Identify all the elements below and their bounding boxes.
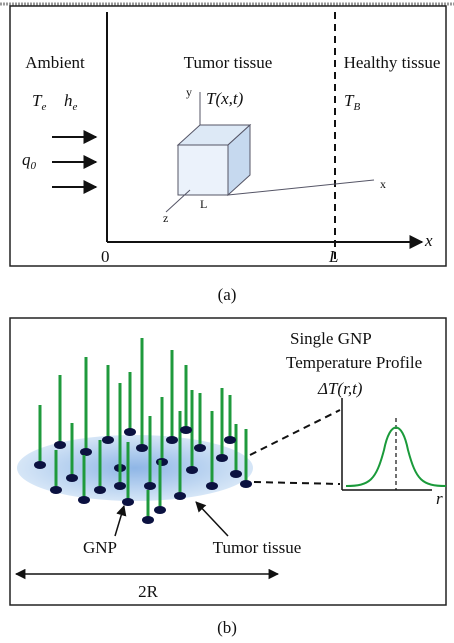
region-label: Ambient [25, 53, 85, 72]
gnp [154, 506, 166, 514]
panel-title: Single GNP [290, 329, 372, 348]
gnp [206, 482, 218, 490]
gnp [142, 516, 154, 524]
caption: (a) [218, 285, 237, 304]
gnp [156, 458, 168, 466]
gnp [124, 428, 136, 436]
gnp [174, 492, 186, 500]
dimension-label: 2R [138, 582, 159, 601]
gnp [94, 486, 106, 494]
cube-axis-label: x [380, 177, 386, 191]
gnp [66, 474, 78, 482]
profile-curve [345, 426, 447, 487]
region-label: Tumor tissue [184, 53, 273, 72]
gnp [78, 496, 90, 504]
pointer [195, 501, 229, 537]
panel-b-frame [9, 317, 447, 606]
label: Tumor tissue [213, 538, 302, 557]
gnp [80, 448, 92, 456]
gnp [166, 436, 178, 444]
gnp [180, 426, 192, 434]
symbol: T(x,t) [206, 89, 244, 108]
pointer [114, 504, 127, 537]
cube [165, 92, 375, 213]
gnp [114, 482, 126, 490]
gnp [50, 486, 62, 494]
gnp [144, 482, 156, 490]
gnp [34, 461, 46, 469]
gnp [122, 498, 134, 506]
gnp [186, 466, 198, 474]
gnp [54, 441, 66, 449]
length-label: L [328, 247, 338, 266]
symbol: Te [32, 91, 46, 113]
symbol: TB [344, 91, 360, 113]
panel-a-frame [9, 5, 447, 267]
cube-axis-label: z [163, 211, 168, 225]
zoom-line [253, 481, 341, 485]
zoom-line [249, 409, 341, 456]
symbol: he [64, 91, 78, 113]
panel-title: Temperature Profile [286, 353, 422, 372]
caption: (b) [217, 618, 237, 637]
label: GNP [83, 538, 117, 557]
gnp [216, 454, 228, 462]
cube-length: L [200, 197, 207, 211]
gnp-array [34, 338, 252, 524]
origin-label: 0 [101, 247, 110, 266]
tissue-disc [17, 435, 253, 501]
symbol: q0 [22, 150, 37, 172]
axis-label: ΔT(r,t) [317, 379, 363, 398]
cube-axis-label: y [186, 85, 192, 99]
gnp [102, 436, 114, 444]
gnp [136, 444, 148, 452]
axis-label: r [436, 489, 443, 508]
gnp [224, 436, 236, 444]
gnp [230, 470, 242, 478]
gnp [194, 444, 206, 452]
axis-label: x [424, 231, 433, 250]
region-label: Healthy tissue [344, 53, 441, 72]
flux-arrows [52, 130, 98, 194]
gnp [240, 480, 252, 488]
